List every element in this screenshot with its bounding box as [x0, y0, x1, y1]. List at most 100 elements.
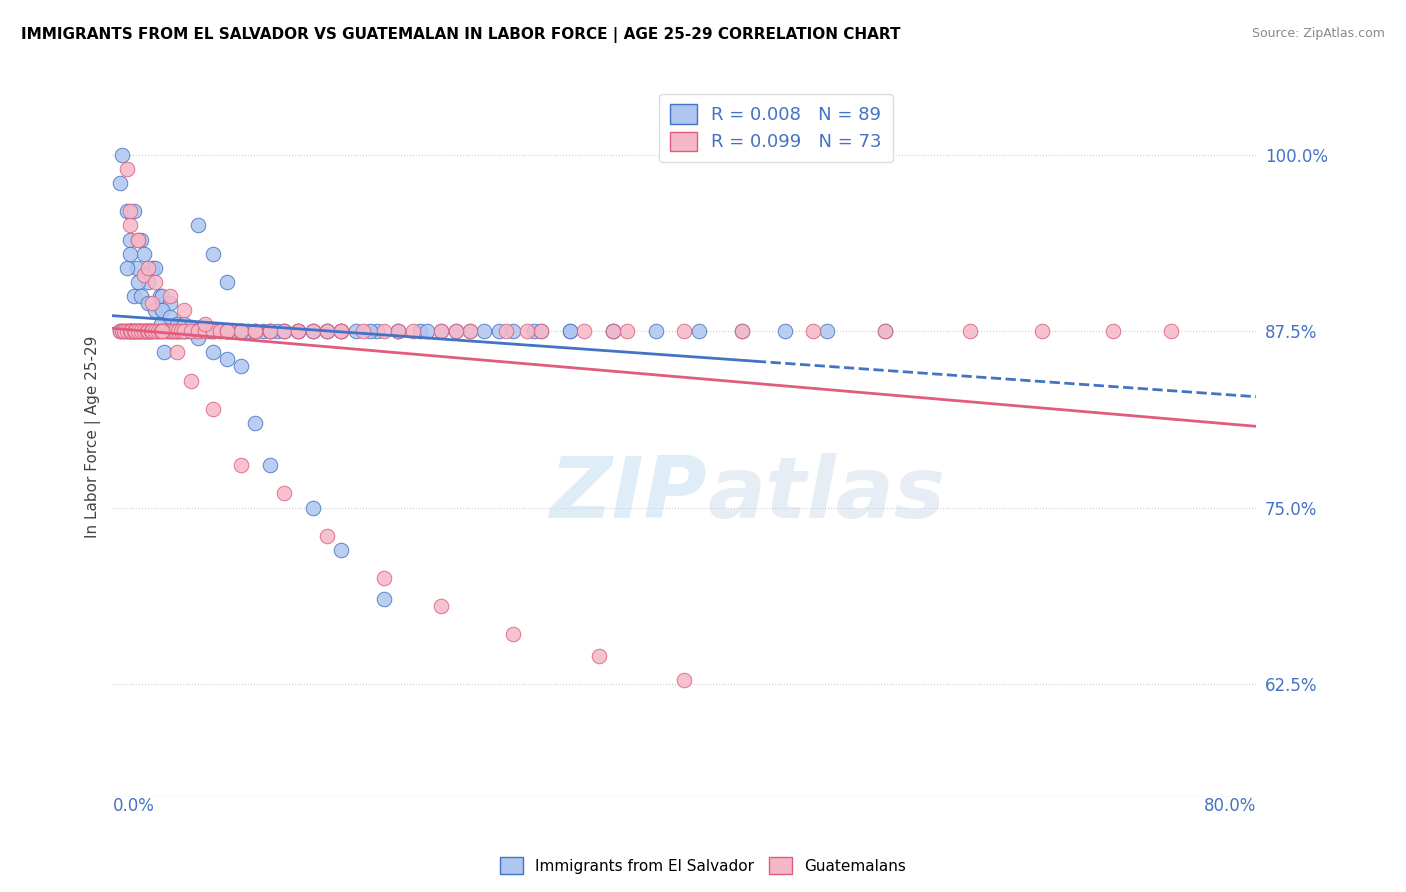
- Point: [815, 324, 838, 338]
- Point: [127, 233, 149, 247]
- Point: [129, 324, 152, 338]
- Point: [173, 324, 195, 338]
- Point: [146, 324, 169, 338]
- Text: Source: ZipAtlas.com: Source: ZipAtlas.com: [1251, 27, 1385, 40]
- Point: [430, 324, 453, 338]
- Point: [127, 324, 149, 338]
- Point: [430, 599, 453, 614]
- Point: [301, 324, 323, 338]
- Point: [387, 324, 409, 338]
- Point: [959, 324, 981, 338]
- Point: [167, 324, 190, 338]
- Point: [115, 260, 138, 275]
- Point: [198, 324, 221, 338]
- Point: [352, 324, 374, 338]
- Point: [180, 324, 202, 338]
- Point: [215, 324, 238, 338]
- Point: [136, 324, 159, 338]
- Point: [129, 324, 152, 338]
- Point: [187, 323, 209, 337]
- Point: [132, 324, 155, 338]
- Point: [112, 324, 135, 338]
- Point: [115, 204, 138, 219]
- Point: [159, 296, 181, 310]
- Point: [176, 324, 198, 338]
- Point: [118, 233, 141, 247]
- Point: [128, 324, 150, 338]
- Point: [387, 324, 409, 338]
- Point: [330, 324, 353, 338]
- Point: [245, 324, 267, 338]
- Point: [222, 324, 245, 338]
- Point: [245, 324, 267, 338]
- Point: [602, 324, 624, 338]
- Point: [122, 324, 145, 338]
- Point: [516, 324, 538, 338]
- Point: [127, 324, 149, 338]
- Point: [238, 324, 260, 338]
- Point: [108, 324, 131, 338]
- Point: [136, 275, 159, 289]
- Point: [194, 324, 217, 338]
- Point: [873, 324, 896, 338]
- Point: [118, 219, 141, 233]
- Point: [129, 233, 152, 247]
- Point: [159, 324, 181, 338]
- Point: [773, 324, 796, 338]
- Point: [201, 324, 224, 338]
- Point: [118, 324, 141, 338]
- Point: [287, 324, 309, 338]
- Point: [316, 324, 339, 338]
- Point: [523, 324, 546, 338]
- Point: [159, 289, 181, 303]
- Point: [156, 324, 179, 338]
- Point: [688, 324, 710, 338]
- Point: [136, 324, 159, 338]
- Point: [201, 401, 224, 416]
- Point: [588, 648, 610, 663]
- Point: [141, 260, 163, 275]
- Point: [287, 324, 309, 338]
- Point: [138, 324, 160, 338]
- Point: [173, 324, 195, 338]
- Legend: Immigrants from El Salvador, Guatemalans: Immigrants from El Salvador, Guatemalans: [494, 851, 912, 880]
- Point: [458, 324, 481, 338]
- Point: [259, 324, 281, 338]
- Point: [801, 324, 824, 338]
- Point: [118, 204, 141, 219]
- Point: [273, 324, 295, 338]
- Point: [127, 275, 149, 289]
- Point: [143, 260, 166, 275]
- Point: [156, 324, 179, 338]
- Point: [132, 246, 155, 260]
- Point: [287, 324, 309, 338]
- Point: [201, 345, 224, 359]
- Point: [187, 219, 209, 233]
- Point: [166, 317, 188, 331]
- Text: IMMIGRANTS FROM EL SALVADOR VS GUATEMALAN IN LABOR FORCE | AGE 25-29 CORRELATION: IMMIGRANTS FROM EL SALVADOR VS GUATEMALA…: [21, 27, 901, 43]
- Point: [245, 324, 267, 338]
- Point: [301, 324, 323, 338]
- Point: [229, 359, 252, 374]
- Point: [730, 324, 752, 338]
- Point: [173, 324, 195, 338]
- Point: [141, 324, 163, 338]
- Point: [162, 324, 184, 338]
- Point: [183, 324, 205, 338]
- Point: [136, 296, 159, 310]
- Point: [121, 324, 143, 338]
- Point: [558, 324, 581, 338]
- Point: [122, 204, 145, 219]
- Point: [187, 331, 209, 345]
- Point: [166, 324, 188, 338]
- Point: [163, 324, 186, 338]
- Point: [173, 317, 195, 331]
- Point: [208, 324, 231, 338]
- Point: [330, 324, 353, 338]
- Point: [115, 324, 138, 338]
- Point: [141, 324, 163, 338]
- Point: [124, 324, 146, 338]
- Point: [330, 542, 353, 557]
- Point: [118, 324, 141, 338]
- Point: [316, 529, 339, 543]
